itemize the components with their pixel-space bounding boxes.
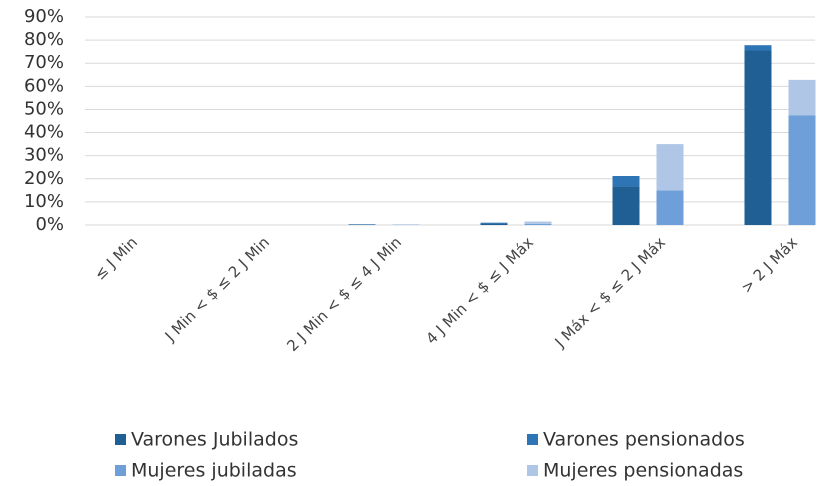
bar-segment — [612, 186, 640, 225]
bar-segment — [744, 45, 772, 51]
bar-segment — [480, 223, 508, 225]
legend-swatch — [527, 465, 538, 476]
x-tick-label: > 2 J Máx — [737, 233, 801, 297]
y-tick-label: 20% — [24, 168, 64, 189]
y-tick-label: 50% — [24, 98, 64, 119]
y-tick-label: 40% — [24, 122, 64, 143]
y-tick-label: 10% — [24, 191, 64, 212]
legend-swatch — [527, 434, 538, 445]
bar-segment — [788, 79, 816, 116]
bar-segment — [524, 221, 552, 224]
x-tick-label: 2 J Min < $ ≤ 4 J Min — [283, 233, 405, 355]
bar-segment — [788, 115, 816, 225]
legend-label: Mujeres jubiladas — [131, 460, 297, 482]
x-tick-label: J Máx < $ ≤ 2 J Máx — [551, 233, 670, 352]
y-tick-label: 80% — [24, 29, 64, 50]
bar-segment — [744, 50, 772, 226]
legend-label: Mujeres pensionadas — [543, 460, 743, 482]
y-tick-label: 30% — [24, 145, 64, 166]
y-tick-label: 90% — [24, 6, 64, 27]
bar-segment — [612, 176, 640, 187]
y-tick-label: 70% — [24, 52, 64, 73]
y-tick-label: 0% — [35, 214, 64, 235]
legend-label: Varones Jubilados — [131, 429, 298, 451]
bar-segment — [480, 222, 508, 224]
x-tick-label: ≤ J Min — [91, 233, 141, 283]
bar-segment — [656, 190, 684, 225]
x-tick-label: J Min < $ ≤ 2 J Min — [161, 233, 273, 345]
x-tick-label: 4 J Min < $ ≤ J Máx — [422, 233, 537, 348]
bar-segment — [524, 223, 552, 225]
legend-swatch — [115, 434, 126, 445]
legend-swatch — [115, 465, 126, 476]
bar-segment — [656, 144, 684, 191]
y-tick-label: 60% — [24, 75, 64, 96]
legend-label: Varones pensionados — [543, 429, 745, 451]
